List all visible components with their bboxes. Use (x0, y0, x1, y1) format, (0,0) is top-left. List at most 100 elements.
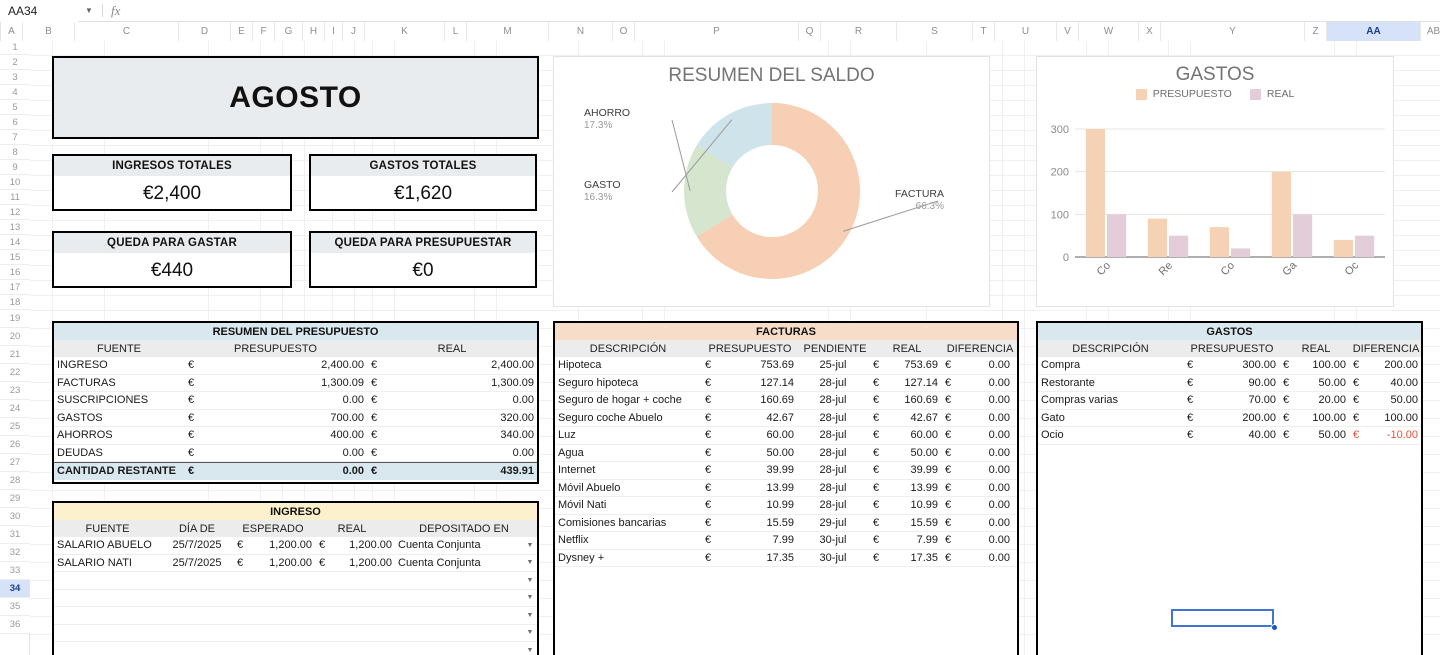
row-header-27[interactable]: 27 (0, 454, 30, 472)
cell-currency[interactable]: € (945, 394, 952, 407)
cell-presupuesto[interactable]: 7.99 (772, 534, 794, 547)
bar-presupuesto-0[interactable] (1085, 129, 1105, 257)
row-header-28[interactable]: 28 (0, 472, 30, 490)
cell-descripcion[interactable]: Compras varias (1041, 394, 1119, 407)
cell-currency[interactable] (315, 625, 329, 642)
cell-real[interactable]: 100.00 (1312, 411, 1346, 424)
row-header-33[interactable]: 33 (0, 562, 30, 580)
table-row[interactable]: Comisiones bancarias €15.59 29-jul €15.59 €0… (555, 515, 1017, 532)
cell-depositado[interactable]: Cuenta Conjunta (398, 556, 481, 569)
bar-presupuesto-2[interactable] (1209, 227, 1229, 257)
cell-currency[interactable]: € (873, 534, 880, 547)
table-total-row[interactable]: CANTIDAD RESTANTE €0.00 €439.91 (54, 462, 537, 480)
table-ingreso[interactable]: INGRESO FUENTE DÍA DE ESPERADO REAL DEPO… (52, 501, 539, 655)
cell-currency[interactable]: € (873, 359, 880, 372)
row-header-22[interactable]: 22 (0, 364, 30, 382)
column-header-Q[interactable]: Q (799, 22, 821, 41)
cell-currency[interactable]: € (873, 446, 880, 459)
cell-descripcion[interactable]: Internet (558, 464, 596, 477)
cell-currency[interactable]: € (1353, 394, 1360, 407)
row-header-4[interactable]: 4 (0, 85, 30, 100)
dropdown-caret-icon[interactable]: ▼ (526, 594, 534, 602)
cell-diferencia[interactable]: 0.00 (988, 359, 1010, 372)
formula-input[interactable] (120, 0, 1440, 22)
cell-real[interactable] (329, 590, 395, 607)
bar-presupuesto-1[interactable] (1147, 218, 1167, 257)
cell-presupuesto[interactable]: 753.69 (760, 359, 794, 372)
row-header-7[interactable]: 7 (0, 130, 30, 145)
cell-currency[interactable]: € (705, 359, 712, 372)
row-header-17[interactable]: 17 (0, 280, 30, 295)
table-row[interactable]: Móvil Nati €10.99 28-jul €10.99 €0.00 (555, 497, 1017, 515)
column-header-C[interactable]: C (75, 22, 179, 41)
cell-esperado[interactable] (249, 572, 315, 589)
column-header-X[interactable]: X (1139, 22, 1161, 41)
row-header-34[interactable]: 34 (0, 580, 30, 598)
table-body[interactable]: Compra €300.00 €100.00 €200.00 Restorante €90… (1038, 357, 1421, 445)
cell-fuente[interactable]: AHORROS (57, 429, 113, 442)
cell-descripcion[interactable]: Agua (558, 446, 584, 459)
table-row[interactable]: Netflix €7.99 30-jul €7.99 €0.00 (555, 532, 1017, 550)
bar-real-4[interactable] (1355, 235, 1375, 257)
cell-currency[interactable]: € (188, 411, 195, 424)
column-header-I[interactable]: I (325, 22, 343, 41)
cell-currency[interactable]: € (371, 394, 378, 407)
cell-esperado[interactable] (249, 607, 315, 624)
cell-currency[interactable]: € (945, 499, 952, 512)
cell-pendiente[interactable]: 28-jul (819, 394, 847, 407)
table-gastos[interactable]: GASTOS DESCRIPCIÓN PRESUPUESTO REAL DIFE… (1036, 321, 1423, 655)
row-header-3[interactable]: 3 (0, 70, 30, 85)
cell-depositado[interactable]: Cuenta Conjunta (398, 539, 481, 552)
cell-depositado[interactable] (395, 572, 523, 589)
column-header-O[interactable]: O (613, 22, 635, 41)
cell-presupuesto[interactable]: 15.59 (766, 516, 794, 529)
table-row[interactable]: Dysney + €17.35 30-jul €17.35 €0.00 (555, 550, 1017, 567)
table-row[interactable]: Luz €60.00 28-jul €60.00 €0.00 (555, 427, 1017, 445)
cell-descripcion[interactable]: Móvil Nati (558, 499, 607, 512)
dropdown-caret-icon[interactable]: ▼ (526, 576, 534, 584)
cell-real[interactable] (329, 642, 395, 655)
column-header-U[interactable]: U (995, 22, 1057, 41)
cell-dia[interactable] (161, 607, 233, 624)
cell-currency[interactable]: € (1187, 429, 1194, 442)
table-row[interactable]: AHORROS €400.00 €340.00 (54, 427, 537, 445)
cell-currency[interactable]: € (705, 411, 712, 424)
table-row[interactable]: SALARIO NATI 25/7/2025 €1,200.00 €1,200.00 C… (54, 555, 537, 572)
cell-fuente[interactable]: INGRESO (57, 359, 108, 372)
cell-pendiente[interactable]: 30-jul (819, 551, 847, 564)
cell-real[interactable]: 0.00 (512, 446, 534, 459)
cell-fuente[interactable]: DEUDAS (57, 446, 103, 459)
cell-descripcion[interactable]: Comisiones bancarias (558, 516, 667, 529)
cell-currency[interactable] (315, 642, 329, 655)
column-header-N[interactable]: N (549, 22, 613, 41)
cell-currency[interactable]: € (705, 499, 712, 512)
cell-presupuesto[interactable]: 200.00 (1242, 411, 1276, 424)
table-row[interactable]: ▼ (54, 590, 537, 607)
cell-fuente[interactable]: SALARIO ABUELO (57, 539, 152, 552)
column-header-M[interactable]: M (467, 22, 549, 41)
cell-currency[interactable] (315, 590, 329, 607)
cell-real[interactable]: 320.00 (500, 411, 534, 424)
column-header-G[interactable]: G (275, 22, 303, 41)
table-row[interactable]: Compra €300.00 €100.00 €200.00 (1038, 357, 1421, 375)
cell-fuente[interactable]: SALARIO NATI (57, 556, 132, 569)
cell-currency[interactable]: € (188, 465, 195, 478)
cell-currency[interactable]: € (705, 551, 712, 564)
cell-presupuesto[interactable]: 700.00 (330, 411, 364, 424)
row-header-19[interactable]: 19 (0, 310, 30, 328)
cell-diferencia[interactable]: 0.00 (988, 551, 1010, 564)
cell-real[interactable]: 1,200.00 (349, 556, 392, 569)
cell-pendiente[interactable]: 28-jul (819, 481, 847, 494)
table-body[interactable]: INGRESO €2,400.00 €2,400.00 FACTURAS €1,300.… (54, 357, 537, 480)
cell-currency[interactable]: € (371, 359, 378, 372)
table-row[interactable]: Restorante €90.00 €50.00 €40.00 (1038, 375, 1421, 392)
cell-currency[interactable]: € (705, 534, 712, 547)
cell-descripcion[interactable]: Compra (1041, 359, 1081, 372)
row-header-24[interactable]: 24 (0, 400, 30, 418)
column-header-Y[interactable]: Y (1161, 22, 1305, 41)
cell-currency[interactable]: € (1187, 359, 1194, 372)
row-header-6[interactable]: 6 (0, 115, 30, 130)
cell-diferencia[interactable]: 0.00 (988, 534, 1010, 547)
bar-presupuesto-3[interactable] (1271, 171, 1291, 257)
bar-real-0[interactable] (1107, 214, 1127, 257)
